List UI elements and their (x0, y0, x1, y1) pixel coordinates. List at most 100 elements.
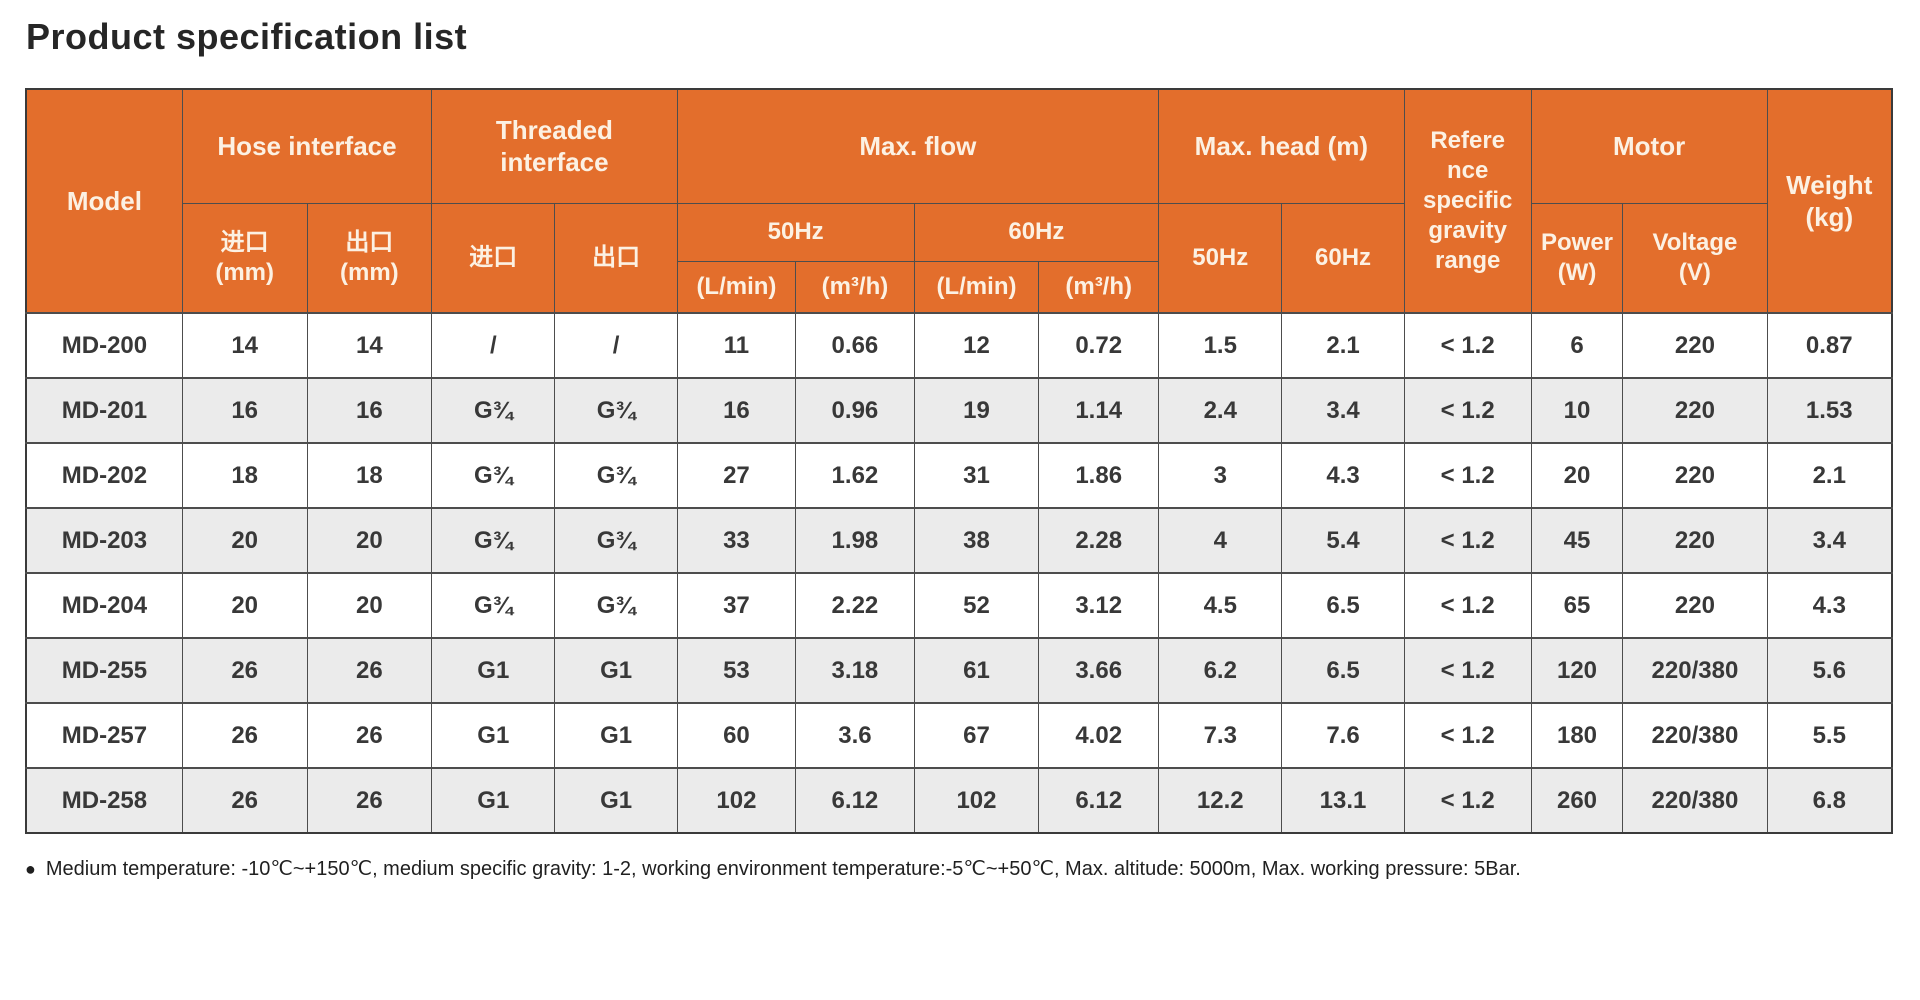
spec-cell: 5.5 (1766, 702, 1893, 769)
spec-cell: 260 (1530, 767, 1624, 834)
header-motor: Motor (1530, 88, 1768, 204)
spec-cell: 26 (306, 637, 433, 704)
header-threaded-outlet: 出口 (554, 202, 678, 314)
spec-cell: 26 (306, 767, 433, 834)
model-cell: MD-255 (25, 637, 183, 704)
spec-cell: 10 (1530, 377, 1624, 444)
spec-cell: 45 (1530, 507, 1624, 574)
spec-cell: 20 (306, 507, 433, 574)
spec-cell: 53 (676, 637, 797, 704)
spec-cell: 5.6 (1766, 637, 1893, 704)
spec-cell: 220 (1622, 312, 1768, 379)
spec-cell: < 1.2 (1403, 312, 1532, 379)
spec-cell: 16 (676, 377, 797, 444)
spec-cell: 37 (676, 572, 797, 639)
spec-cell: 61 (913, 637, 1040, 704)
spec-cell: 16 (181, 377, 308, 444)
spec-cell: 26 (181, 637, 308, 704)
spec-cell: G¾ (431, 507, 556, 574)
spec-cell: 2.4 (1158, 377, 1283, 444)
spec-cell: 5.4 (1281, 507, 1405, 574)
spec-cell: 13.1 (1281, 767, 1405, 834)
spec-cell: 16 (306, 377, 433, 444)
spec-cell: 220/380 (1622, 702, 1768, 769)
spec-cell: < 1.2 (1403, 767, 1532, 834)
spec-cell: 3.18 (795, 637, 915, 704)
page-title: Product specification list (26, 16, 468, 57)
spec-cell: 27 (676, 442, 797, 509)
spec-cell: 20 (181, 572, 308, 639)
spec-cell: 33 (676, 507, 797, 574)
spec-cell: 1.53 (1766, 377, 1893, 444)
table-row: MD-202 18 18 G¾ G¾ 27 1.62 31 1.86 3 4.3 < 1.2 20 220… (25, 442, 1893, 509)
spec-cell: 3.66 (1038, 637, 1160, 704)
spec-cell: 0.87 (1766, 312, 1893, 379)
header-lmin-50: (L/min) (676, 260, 797, 314)
spec-cell: 20 (1530, 442, 1624, 509)
spec-cell: 220 (1622, 442, 1768, 509)
table-body: MD-200 14 14//11 0.66 12 0.72 1.5 2.1 < 1.2 6 220 0… (25, 312, 1893, 834)
spec-cell: 7.3 (1158, 702, 1283, 769)
header-threaded-interface: Threaded interface (431, 88, 678, 204)
header-hose-inlet: 进口 (mm) (181, 202, 308, 314)
spec-cell: 7.6 (1281, 702, 1405, 769)
header-max-flow: Max. flow (676, 88, 1160, 204)
spec-cell: 26 (181, 767, 308, 834)
table-row: MD-201 16 16 G¾ G¾ 16 0.96 19 1.14 2.4 3.4 < 1.2 10 2… (25, 377, 1893, 444)
header-flow-50hz: 50Hz (676, 202, 915, 262)
spec-cell: 4.3 (1766, 572, 1893, 639)
spec-cell: G1 (431, 702, 556, 769)
spec-cell: 14 (306, 312, 433, 379)
spec-cell: < 1.2 (1403, 507, 1532, 574)
footnote: ● Medium temperature: -10℃~+150℃, medium… (25, 856, 1521, 881)
spec-cell: 1.98 (795, 507, 915, 574)
spec-cell: 38 (913, 507, 1040, 574)
spec-cell: 0.96 (795, 377, 915, 444)
table-row: MD-258 26 26 G1 G1 102 6.12 102 6.12 12.2 13.1 < 1.… (25, 767, 1893, 834)
spec-cell: 3.4 (1281, 377, 1405, 444)
spec-cell: 4.02 (1038, 702, 1160, 769)
table-row: MD-255 26 26 G1 G1 53 3.18 61 3.66 6.2 6.5 < 1.2 120… (25, 637, 1893, 704)
header-threaded-inlet: 进口 (431, 202, 556, 314)
header-head-60hz: 60Hz (1281, 202, 1405, 314)
header-voltage: Voltage (V) (1622, 202, 1768, 314)
spec-cell: 18 (181, 442, 308, 509)
spec-cell: G¾ (554, 377, 678, 444)
header-power: Power (W) (1530, 202, 1624, 314)
spec-cell: < 1.2 (1403, 702, 1532, 769)
spec-cell: 220/380 (1622, 637, 1768, 704)
spec-cell: 220 (1622, 572, 1768, 639)
spec-cell: G1 (554, 702, 678, 769)
footnote-text: Medium temperature: -10℃~+150℃, medium s… (45, 858, 1521, 880)
bullet-icon: ● (25, 858, 36, 879)
table-row: MD-257 26 26 G1 G1 60 3.6 67 4.02 7.3 7.6 < 1.2 180 2… (25, 702, 1893, 769)
header-flow-60hz: 60Hz (913, 202, 1160, 262)
model-cell: MD-201 (25, 377, 183, 444)
table-header: Model Hose interface Threaded interface … (25, 88, 1893, 314)
spec-cell: 1.86 (1038, 442, 1160, 509)
spec-cell: G¾ (554, 442, 678, 509)
spec-cell: 2.22 (795, 572, 915, 639)
table-row: MD-204 20 20 G¾ G¾ 37 2.22 52 3.12 4.5 6.5 < 1.2 65 2… (25, 572, 1893, 639)
header-lmin-60: (L/min) (913, 260, 1040, 314)
model-cell: MD-202 (25, 442, 183, 509)
spec-cell: 52 (913, 572, 1040, 639)
spec-cell: 180 (1530, 702, 1624, 769)
spec-cell: 67 (913, 702, 1040, 769)
spec-cell: G¾ (554, 572, 678, 639)
spec-cell: 6.5 (1281, 637, 1405, 704)
header-hose-interface: Hose interface (181, 88, 433, 204)
spec-cell: 2.28 (1038, 507, 1160, 574)
spec-cell: G1 (554, 767, 678, 834)
spec-cell: 65 (1530, 572, 1624, 639)
spec-cell: 220 (1622, 507, 1768, 574)
header-m3h-50: (m³/h) (795, 260, 915, 314)
spec-cell: G1 (431, 637, 556, 704)
spec-cell: < 1.2 (1403, 572, 1532, 639)
spec-cell: / (554, 312, 678, 379)
spec-cell: 6.12 (1038, 767, 1160, 834)
product-spec-table: Model Hose interface Threaded interface … (25, 88, 1893, 834)
spec-cell: 0.72 (1038, 312, 1160, 379)
table-row: MD-200 14 14//11 0.66 12 0.72 1.5 2.1 < 1.2 6 220 0… (25, 312, 1893, 379)
spec-cell: 1.14 (1038, 377, 1160, 444)
